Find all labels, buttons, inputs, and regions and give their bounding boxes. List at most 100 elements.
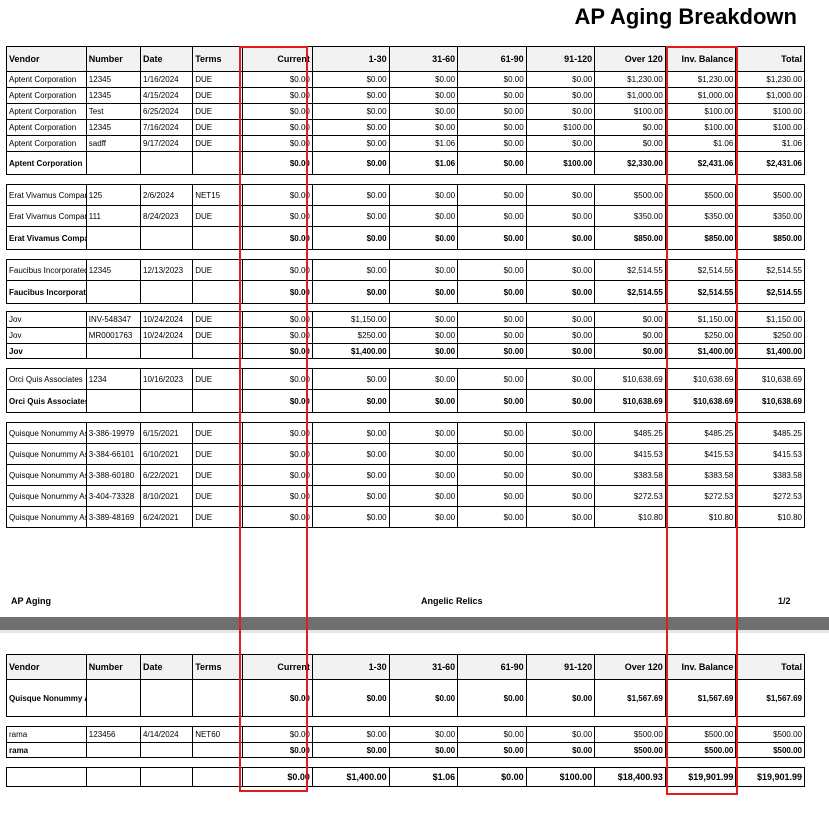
cell-current: $0.00 [242,506,313,528]
cell-vendor: Orci Quis Associates [6,368,87,390]
cell-over-120: $415.53 [594,443,666,465]
column-header-over-120: Over 120 [594,46,666,72]
cell-date: 12/13/2023 [140,259,194,281]
cell-91-120: $100.00 [525,151,596,175]
cell-61-90: $0.00 [457,679,527,717]
cell-61-90: $0.00 [457,485,527,507]
cell-vendor: Erat Vivamus Company [6,226,87,250]
cell-over-120: $485.25 [594,422,666,444]
column-header-1-30: 1-30 [311,46,390,72]
cell-current: $0.00 [242,389,313,413]
cell-total: $1.06 [735,135,805,152]
cell-31-60: $0.00 [388,726,459,743]
cell-61-90: $0.00 [457,151,527,175]
cell-over-120: $10.80 [594,506,666,528]
cell-over-120: $0.00 [594,119,666,136]
column-header-91-120: 91-120 [525,654,596,680]
cell-vendor: Aptent Corporation [6,151,87,175]
vendor-subtotal-row: rama $0.00 $0.00 $0.00 $0.00 $0.00 $500.00 $500… [6,742,805,758]
cell-91-120: $0.00 [525,103,596,120]
cell-total: $350.00 [735,205,805,227]
cell-inv-balance: $2,431.06 [664,151,737,175]
cell-total: $850.00 [735,226,805,250]
column-header-number: Number [85,46,142,72]
cell-31-60: $0.00 [388,71,459,88]
cell-terms [192,742,244,758]
cell-number: sadff [85,135,142,152]
vendor-subtotal-row: Faucibus Incorporated$0.00$0.00$0.00$0.0… [6,280,805,304]
aging-table-page-2: Vendor Number Date Terms Current 1-30 31-60 61-… [6,654,805,787]
vendor-subtotal-row: Jov $0.00 $1,400.00 $0.00 $0.00 $0.00 $0.00 $1,… [6,343,805,359]
cell-91-120: $0.00 [525,368,596,390]
cell-31-60: $1.06 [388,151,459,175]
cell-91-120: $0.00 [525,205,596,227]
footer-page-number: 1/2 [778,596,791,606]
cell-number: 3-389-48169 [85,506,142,528]
cell-61-90: $0.00 [457,368,527,390]
cell-total: $1,000.00 [735,87,805,104]
footer-report-name: AP Aging [11,596,51,606]
cell-terms [192,767,244,787]
cell-date [140,742,194,758]
cell-61-90: $0.00 [457,389,527,413]
cell-number [85,742,142,758]
cell-total: $485.25 [735,422,805,444]
cell-1-30: $1,400.00 [311,343,390,359]
cell-current: $0.00 [242,226,313,250]
column-header-total: Total [735,46,805,72]
cell-vendor: Faucibus Incorporated [6,259,87,281]
cell-31-60: $0.00 [388,119,459,136]
cell-31-60: $0.00 [388,311,459,328]
cell-date [140,280,194,304]
cell-total: $500.00 [735,742,805,758]
aging-table-page-1: Vendor Number Date Terms Current 1-30 31-60 61-… [6,46,805,528]
cell-1-30: $0.00 [311,280,390,304]
cell-terms [192,679,244,717]
cell-number [85,226,142,250]
table-row: Quisque Nonummy Associates3-384-661016/1… [6,443,805,465]
cell-1-30: $0.00 [311,226,390,250]
column-header-total: Total [735,654,805,680]
cell-date [140,226,194,250]
cell-31-60: $0.00 [388,259,459,281]
cell-terms: DUE [192,485,244,507]
cell-total: $415.53 [735,443,805,465]
cell-61-90: $0.00 [457,226,527,250]
cell-number: 3-386-19979 [85,422,142,444]
cell-over-120: $0.00 [594,135,666,152]
cell-91-120: $0.00 [525,422,596,444]
cell-61-90: $0.00 [457,205,527,227]
cell-date [140,389,194,413]
current-column-highlight [239,46,308,792]
cell-31-60: $0.00 [388,422,459,444]
cell-terms: DUE [192,311,244,328]
column-header-inv-balance: Inv. Balance [664,654,737,680]
cell-1-30: $0.00 [311,742,390,758]
cell-number: INV-548347 [85,311,142,328]
cell-61-90: $0.00 [457,742,527,758]
cell-1-30: $1,400.00 [311,767,390,787]
cell-1-30: $0.00 [311,726,390,743]
cell-terms [192,151,244,175]
cell-terms: DUE [192,506,244,528]
table-row: Erat Vivamus Company 125 2/6/2024 NET15 $0.0… [6,184,805,206]
column-header-vendor: Vendor [6,46,87,72]
cell-1-30: $0.00 [311,205,390,227]
cell-31-60: $0.00 [388,368,459,390]
cell-total: $2,514.55 [735,280,805,304]
column-header-inv-balance: Inv. Balance [664,46,737,72]
report-title: AP Aging Breakdown [574,4,797,29]
cell-31-60: $0.00 [388,679,459,717]
cell-terms: DUE [192,368,244,390]
cell-1-30: $0.00 [311,151,390,175]
cell-1-30: $0.00 [311,464,390,486]
cell-31-60: $0.00 [388,742,459,758]
table-row: Quisque Nonummy Associates3-389-481696/2… [6,506,805,528]
cell-vendor: Faucibus Incorporated [6,280,87,304]
cell-date: 2/6/2024 [140,184,194,206]
cell-31-60: $0.00 [388,280,459,304]
cell-total: $1,400.00 [735,343,805,359]
cell-61-90: $0.00 [457,71,527,88]
cell-91-120: $0.00 [525,311,596,328]
cell-inv-balance: $2,514.55 [664,280,737,304]
